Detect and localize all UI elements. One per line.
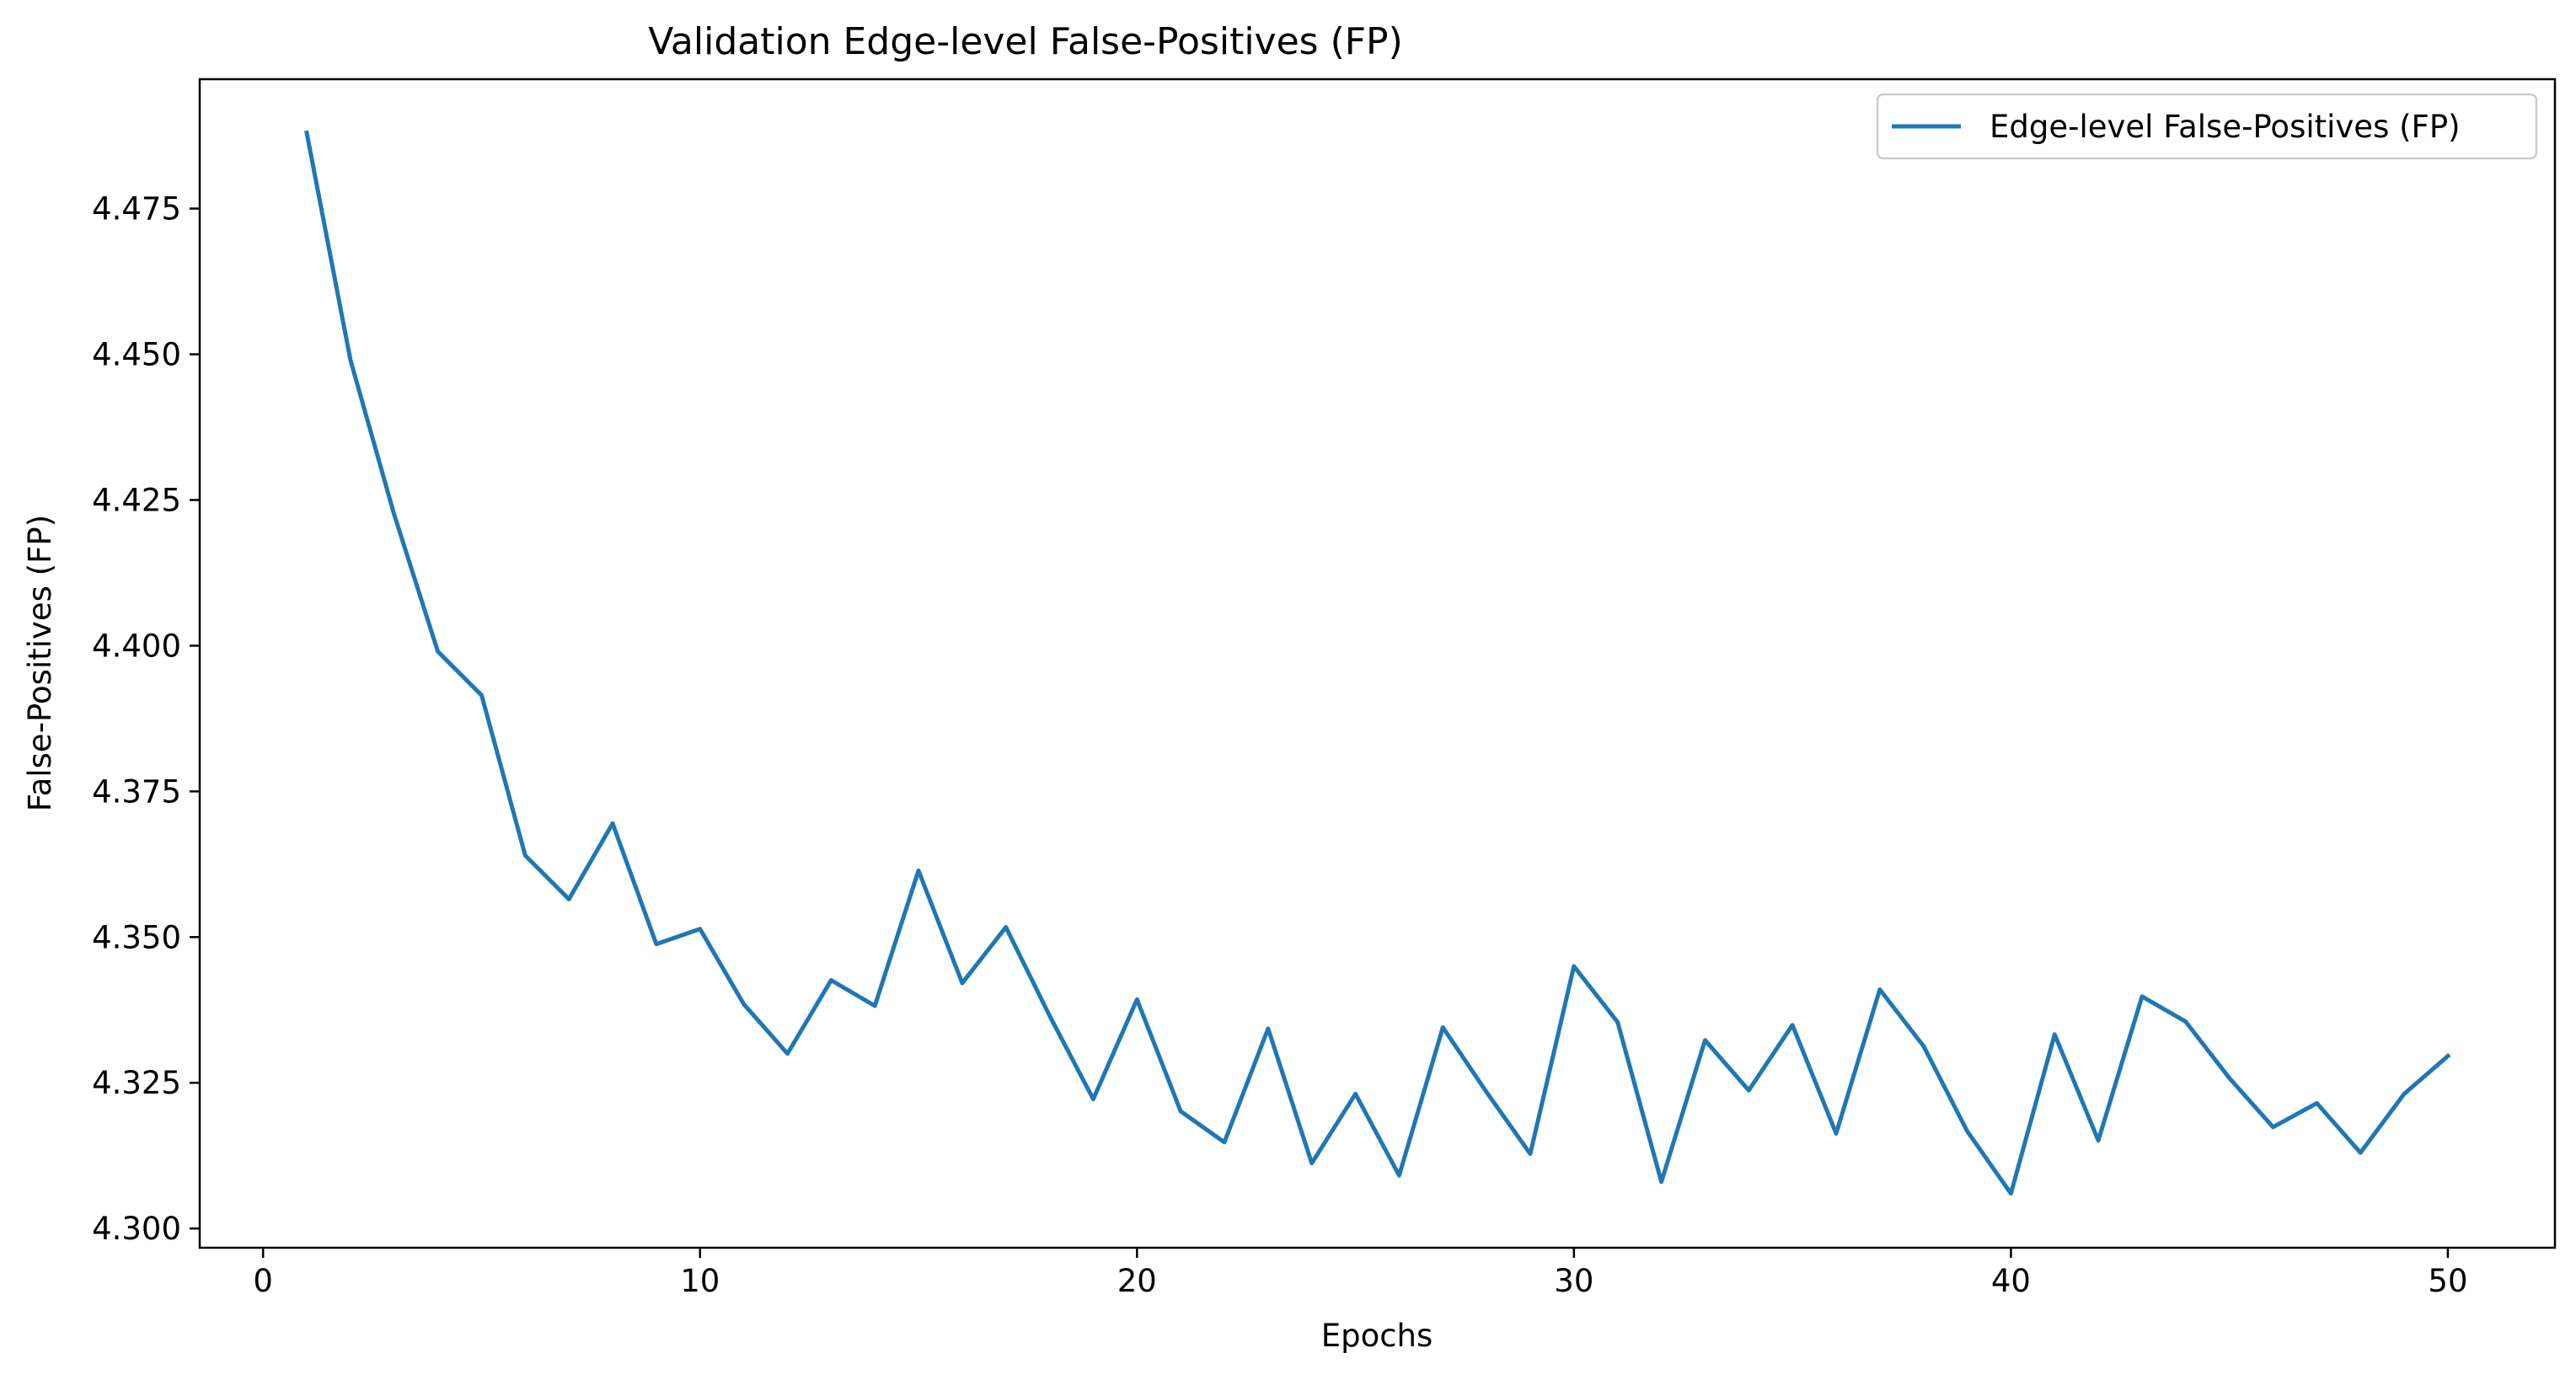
- y-tick-label: 4.450: [92, 337, 181, 373]
- x-tick-label: 30: [1554, 1263, 1593, 1299]
- x-tick-label: 10: [680, 1263, 720, 1299]
- legend-box: [1876, 93, 2538, 160]
- y-axis-ticks: 4.300 4.325 4.350 4.375 4.400 4.425 4.450 4.475: [92, 191, 200, 1247]
- y-tick-label: 4.375: [92, 773, 181, 810]
- y-tick-label: 4.325: [92, 1065, 181, 1101]
- y-tick-label: 4.350: [92, 919, 181, 955]
- x-axis-label: Epochs: [1321, 1318, 1433, 1354]
- legend-entry-label: Edge-level False-Positives (FP): [1990, 109, 2461, 145]
- x-tick-label: 40: [1991, 1263, 2031, 1299]
- x-tick-label: 50: [2428, 1263, 2467, 1299]
- legend: Edge-level False-Positives (FP): [1876, 93, 2538, 160]
- x-tick-label: 20: [1117, 1263, 1157, 1299]
- plot-area: [304, 130, 2451, 1196]
- x-tick-label: 0: [253, 1263, 273, 1299]
- y-tick-label: 4.300: [92, 1211, 181, 1247]
- x-axis-ticks: 0 10 20 30 40 50: [253, 1248, 2468, 1299]
- axes-frame: [198, 78, 2557, 1249]
- series-line-edge-level-fp: [304, 130, 2451, 1196]
- chart-title: Validation Edge-level False-Positives (F…: [648, 20, 1403, 63]
- y-axis-label: False-Positives (FP): [22, 515, 58, 811]
- y-tick-label: 4.475: [92, 191, 181, 227]
- y-tick-label: 4.425: [92, 482, 181, 518]
- y-tick-label: 4.400: [92, 628, 181, 664]
